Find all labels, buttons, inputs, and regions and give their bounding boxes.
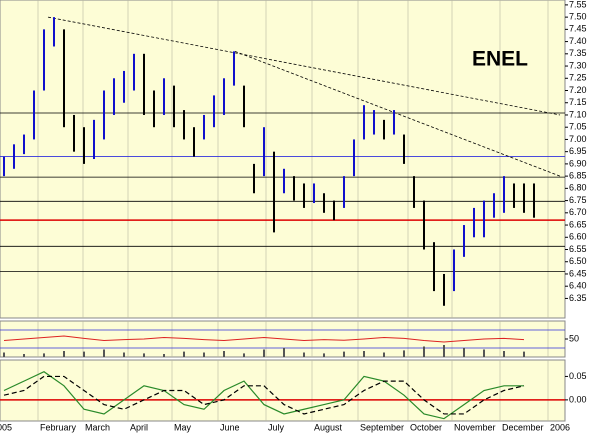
x-tick-label: 2006	[550, 422, 570, 432]
x-tick-label: April	[130, 422, 148, 432]
y-tick-label: 7.55	[569, 0, 587, 9]
y-tick-label: 0.00	[569, 394, 587, 404]
y-tick-label: 0.05	[569, 371, 587, 381]
y-tick-label: 50	[569, 333, 579, 343]
y-tick-label: 7.20	[569, 85, 587, 95]
y-tick-label: 6.75	[569, 195, 587, 205]
rsi-line	[3, 335, 525, 343]
y-tick-label: 7.50	[569, 11, 587, 21]
oscillator-panel	[0, 359, 566, 422]
y-tick-label: 6.35	[569, 293, 587, 303]
y-tick-label: 7.00	[569, 134, 587, 144]
chart-title: ENEL	[472, 48, 528, 71]
x-tick-label: July	[268, 422, 285, 432]
x-tick-label: September	[360, 422, 404, 432]
y-tick-label: 6.50	[569, 256, 587, 266]
y-tick-label: 7.15	[569, 97, 587, 107]
x-tick-label: February	[40, 422, 77, 432]
y-tick-label: 7.10	[569, 109, 587, 119]
y-tick-label: 7.40	[569, 36, 587, 46]
x-tick-label: December	[502, 422, 544, 432]
y-tick-label: 7.25	[569, 73, 587, 83]
y-tick-label: 7.30	[569, 60, 587, 70]
y-tick-label: 6.70	[569, 207, 587, 217]
x-tick-label: May	[174, 422, 192, 432]
y-tick-label: 6.95	[569, 146, 587, 156]
oscillator-line	[3, 371, 524, 420]
y-tick-label: 6.55	[569, 244, 587, 254]
x-tick-label: 2005	[0, 422, 12, 432]
y-tick-label: 6.85	[569, 170, 587, 180]
y-tick-label: 6.40	[569, 281, 587, 291]
trend-line	[47, 16, 561, 116]
y-tick-label: 7.45	[569, 24, 587, 34]
x-tick-label: March	[85, 422, 110, 432]
x-tick-label: November	[454, 422, 496, 432]
y-tick-label: 6.65	[569, 219, 587, 229]
oscillator-line	[3, 375, 525, 415]
x-tick-label: June	[220, 422, 240, 432]
trend-line	[234, 50, 561, 177]
y-tick-label: 6.80	[569, 183, 587, 193]
y-tick-label: 6.45	[569, 268, 587, 278]
y-tick-label: 7.35	[569, 48, 587, 58]
y-tick-label: 6.90	[569, 158, 587, 168]
x-tick-label: August	[314, 422, 343, 432]
y-tick-label: 6.60	[569, 232, 587, 242]
x-tick-label: October	[410, 422, 442, 432]
y-tick-label: 7.05	[569, 122, 587, 132]
